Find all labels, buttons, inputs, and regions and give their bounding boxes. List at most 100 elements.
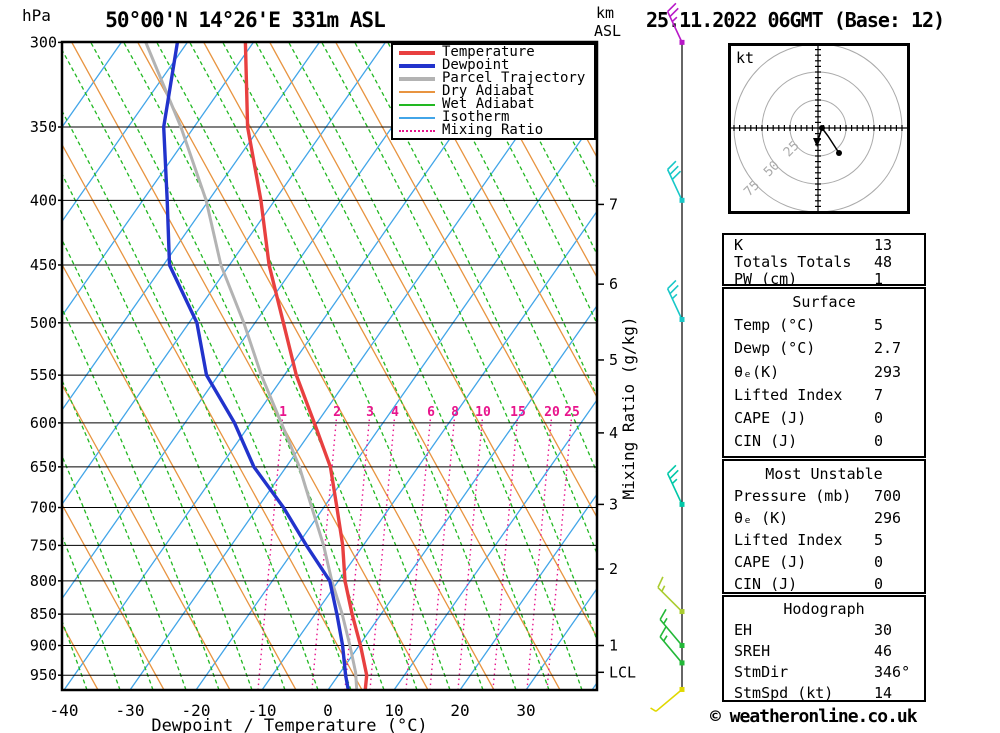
table-row-label: CIN (J): [734, 432, 798, 451]
table-row-value: 700: [874, 487, 902, 505]
table-row: θₑ (K) 296: [724, 507, 924, 529]
km-axis-label: km: [596, 4, 615, 22]
table-row: EH 30: [724, 620, 924, 641]
table-row: θₑ(K) 293: [724, 361, 924, 384]
table-row: CIN (J) 0: [724, 573, 924, 595]
table-row-label: Dewp (°C): [734, 339, 816, 358]
wind-barb: [666, 160, 685, 203]
table-row: Totals Totals 48: [724, 254, 924, 271]
svg-text:20: 20: [544, 405, 560, 420]
svg-text:Dewpoint / Temperature (°C): Dewpoint / Temperature (°C): [151, 716, 427, 733]
legend-label: Isotherm: [442, 109, 510, 125]
svg-text:800: 800: [30, 572, 57, 590]
wind-barb-column: [650, 2, 685, 712]
svg-text:350: 350: [30, 118, 57, 136]
legend-swatch-isotherm: [399, 116, 435, 119]
svg-text:300: 300: [30, 33, 57, 51]
table-row: Dewp (°C) 2.7: [724, 337, 924, 360]
svg-text:750: 750: [30, 536, 57, 554]
legend-swatch-dry-adiabat: [399, 90, 435, 93]
wind-barb: [659, 608, 685, 649]
svg-text:4: 4: [391, 405, 399, 420]
svg-text:700: 700: [30, 499, 57, 517]
table-row-value: 46: [874, 642, 893, 660]
index-table-stability: K 13 Totals Totals 48 PW (cm) 1: [722, 233, 926, 288]
temp-axis-labels: -40 -30 -20 -10 0 10 20 30 Dewpoint / Temperatur…: [50, 701, 536, 733]
svg-text:3: 3: [609, 495, 618, 513]
legend-label: Parcel Trajectory: [442, 70, 586, 86]
index-table-hodograph: Hodograph EH 30 SREH 46 StmDir 346° StmSpd (kt)…: [722, 595, 926, 702]
svg-text:-30: -30: [116, 701, 145, 720]
table-row: Temp (°C) 5: [724, 314, 924, 337]
svg-text:Mixing Ratio (g/kg): Mixing Ratio (g/kg): [619, 316, 638, 499]
table-row-label: StmSpd (kt): [734, 684, 834, 702]
legend-label: Wet Adiabat: [442, 96, 535, 112]
isotherms: [62, 42, 597, 690]
run-date-title: 25.11.2022 06GMT (Base: 12): [646, 8, 945, 32]
table-row-label: θₑ(K): [734, 362, 780, 381]
legend-swatch-temperature: [399, 50, 435, 55]
svg-text:25: 25: [564, 405, 580, 420]
svg-text:0: 0: [323, 701, 333, 720]
table-row-value: 0: [874, 553, 884, 571]
legend-label: Dry Adiabat: [442, 83, 535, 99]
table-row-value: 48: [874, 253, 893, 271]
mixing-ratio-lines: [257, 416, 573, 690]
hodograph-axes: [731, 46, 907, 211]
asl-axis-label: ASL: [594, 22, 622, 40]
table-row-value: 293: [874, 362, 902, 381]
table-row: CIN (J) 0: [724, 430, 924, 453]
legend-label: Temperature: [442, 44, 535, 60]
wind-barb: [650, 686, 685, 712]
background-lines: [62, 42, 597, 690]
legend-entry: Temperature: [393, 44, 594, 60]
svg-text:6: 6: [609, 275, 618, 293]
sounding-profiles: [144, 42, 369, 690]
table-row-label: Totals Totals: [734, 253, 852, 271]
legend-entry: Dewpoint: [393, 58, 594, 72]
wind-barb: [657, 576, 685, 615]
svg-text:10: 10: [475, 405, 491, 420]
legend-entry: Parcel Trajectory: [393, 70, 594, 86]
station-title: 50°00'N 14°26'E 331m ASL: [105, 8, 385, 32]
svg-text:550: 550: [30, 366, 57, 384]
index-table-surface: Surface Temp (°C) 5 Dewp (°C) 2.7 θₑ(K) 293 Lif…: [722, 287, 926, 458]
svg-text:600: 600: [30, 414, 57, 432]
svg-text:500: 500: [30, 314, 57, 332]
legend-swatch-mixing-ratio: [399, 129, 435, 132]
table-row-label: SREH: [734, 642, 771, 660]
table-row: PW (cm) 1: [724, 271, 924, 288]
table-row: CAPE (J) 0: [724, 407, 924, 430]
svg-text:7: 7: [609, 195, 618, 213]
dry-adiabats: [62, 42, 597, 690]
table-row-value: 346°: [874, 663, 911, 681]
table-row-value: 14: [874, 684, 893, 702]
wind-barb: [666, 279, 685, 323]
table-row-label: PW (cm): [734, 270, 798, 288]
legend-swatch-wet-adiabat: [399, 103, 435, 106]
table-row-value: 296: [874, 509, 902, 527]
parcel-trajectory-line: [144, 42, 359, 690]
pressure-axis-labels: 300 350 400 450 500 550 600 650 700 750 800 850 900 9…: [30, 33, 62, 684]
table-row-value: 7: [874, 385, 884, 404]
legend-swatch-parcel-trajectory: [399, 76, 435, 81]
table-row: K 13: [724, 237, 924, 254]
svg-text:kt: kt: [736, 49, 754, 67]
svg-text:400: 400: [30, 191, 57, 209]
svg-text:-10: -10: [248, 701, 277, 720]
svg-text:6: 6: [427, 405, 435, 420]
table-row-label: CIN (J): [734, 575, 798, 593]
table-row-value: 0: [874, 432, 884, 451]
legend-label: Mixing Ratio: [442, 122, 544, 138]
mixing-ratio-value-labels: 1 2 3 4 6 8 10 15 20 25: [279, 405, 580, 420]
svg-text:2: 2: [609, 560, 618, 578]
svg-text:650: 650: [30, 458, 57, 476]
table-row-value: 5: [874, 531, 884, 549]
table-row-label: EH: [734, 621, 753, 639]
legend-entry: Wet Adiabat: [393, 96, 594, 112]
table-row: CAPE (J) 0: [724, 551, 924, 573]
legend-entry: Isotherm: [393, 109, 594, 125]
svg-text:20: 20: [450, 701, 469, 720]
